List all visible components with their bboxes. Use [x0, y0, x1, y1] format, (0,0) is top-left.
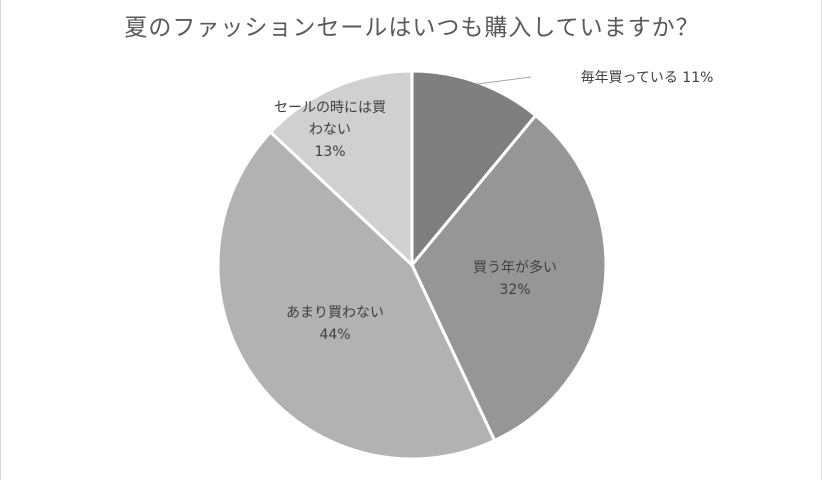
- slice-label-line: 買う年が多い: [473, 259, 557, 276]
- slice-label-line: わない: [309, 122, 351, 138]
- slice-label-line: 毎年買っている 11%: [581, 70, 714, 86]
- slice-labels: 毎年買っている 11% 買う年が多い 32% あまり買わない 44% セールの時には買わな…: [274, 70, 713, 343]
- slice-label-line: 32%: [499, 282, 530, 298]
- slice-label-line: 44%: [319, 327, 350, 343]
- chart-title: 夏のファッションセールはいつも購入していますか？: [124, 15, 700, 41]
- leader-line-1: [476, 76, 532, 85]
- slice-label-line: 13%: [314, 144, 345, 160]
- pie-slice-3: [216, 130, 497, 461]
- slice-label-4: セールの時には買わない 13%: [274, 100, 386, 160]
- slice-label-line: あまり買わない: [286, 305, 384, 321]
- pie-slice-2: [410, 114, 608, 443]
- slice-label-2: 買う年が多い 32%: [473, 259, 557, 298]
- slice-label-3: あまり買わない 44%: [286, 305, 384, 343]
- leader-lines: [476, 76, 532, 85]
- pie-slices: [216, 69, 608, 461]
- slice-label-line: セールの時には買: [274, 100, 386, 116]
- pie-slice-1: [410, 69, 538, 267]
- slice-label-1: 毎年買っている 11%: [581, 70, 714, 86]
- pie-slice-4: [269, 69, 414, 267]
